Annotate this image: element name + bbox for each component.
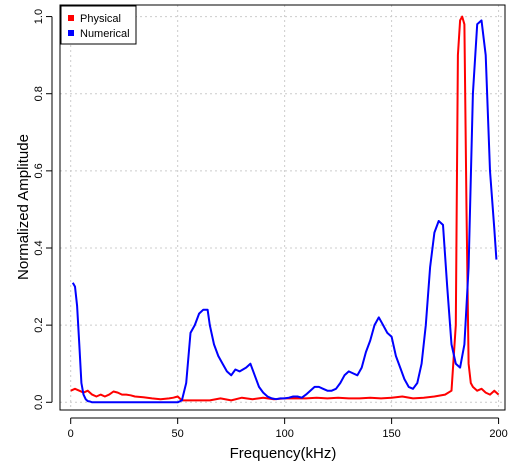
series-layer <box>70 15 500 404</box>
legend-label-physical: Physical <box>80 13 121 25</box>
legend-swatch-physical <box>68 15 74 21</box>
plot-frame <box>59 4 506 411</box>
y-tick-label: 1.0 <box>33 9 45 24</box>
legend-label-numerical: Numerical <box>80 28 130 40</box>
y-tick-label: 0.4 <box>33 240 45 255</box>
y-axis-title: Normalized Amplitude <box>15 134 32 280</box>
y-tick-label: 0.6 <box>33 163 45 178</box>
grid <box>60 5 505 410</box>
x-tick-label: 0 <box>68 428 74 440</box>
series-line-physical <box>70 15 500 402</box>
legend-swatch-numerical <box>68 30 74 36</box>
legend-box <box>60 5 137 45</box>
x-tick-label: 200 <box>489 428 507 440</box>
x-tick-label: 100 <box>275 428 293 440</box>
y-axis: 0.0 0.2 0.4 0.6 0.8 1.0 <box>33 9 53 410</box>
y-tick-label: 0.2 <box>33 317 45 332</box>
series-line-numerical <box>71 19 498 404</box>
y-tick-label: 0.8 <box>33 86 45 101</box>
x-tick-label: 50 <box>172 428 184 440</box>
x-axis: 0 50 100 150 200 <box>68 417 508 440</box>
legend: Physical Numerical <box>60 5 137 45</box>
y-tick-label: 0.0 <box>33 395 45 410</box>
x-tick-label: 150 <box>382 428 400 440</box>
x-axis-title: Frequency(kHz) <box>230 445 337 462</box>
